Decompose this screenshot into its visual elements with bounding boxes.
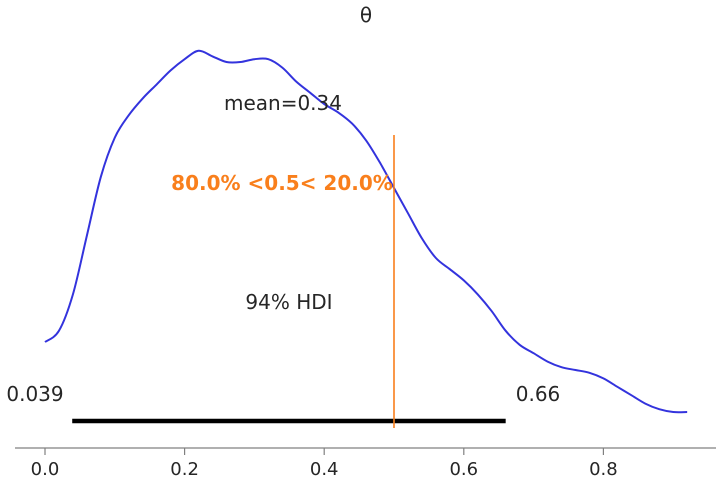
x-tick-label: 0.0 [31, 459, 60, 480]
x-tick-label: 0.2 [170, 459, 199, 480]
hdi-upper-bound-label: 0.66 [516, 382, 561, 406]
x-tick-label: 0.6 [449, 459, 478, 480]
x-tick-label: 0.4 [310, 459, 339, 480]
hdi-annotation: 94% HDI [245, 290, 332, 314]
mean-annotation: mean=0.34 [224, 91, 342, 115]
reference-value-annotation: 80.0% <0.5< 20.0% [171, 171, 393, 195]
x-tick-label: 0.8 [589, 459, 618, 480]
plot-area [44, 49, 688, 428]
density-curve [44, 49, 688, 414]
hdi-lower-bound-label: 0.039 [6, 382, 63, 406]
x-axis: 0.0 0.2 0.4 0.6 0.8 [15, 447, 716, 480]
plot-title: θ [360, 3, 372, 27]
